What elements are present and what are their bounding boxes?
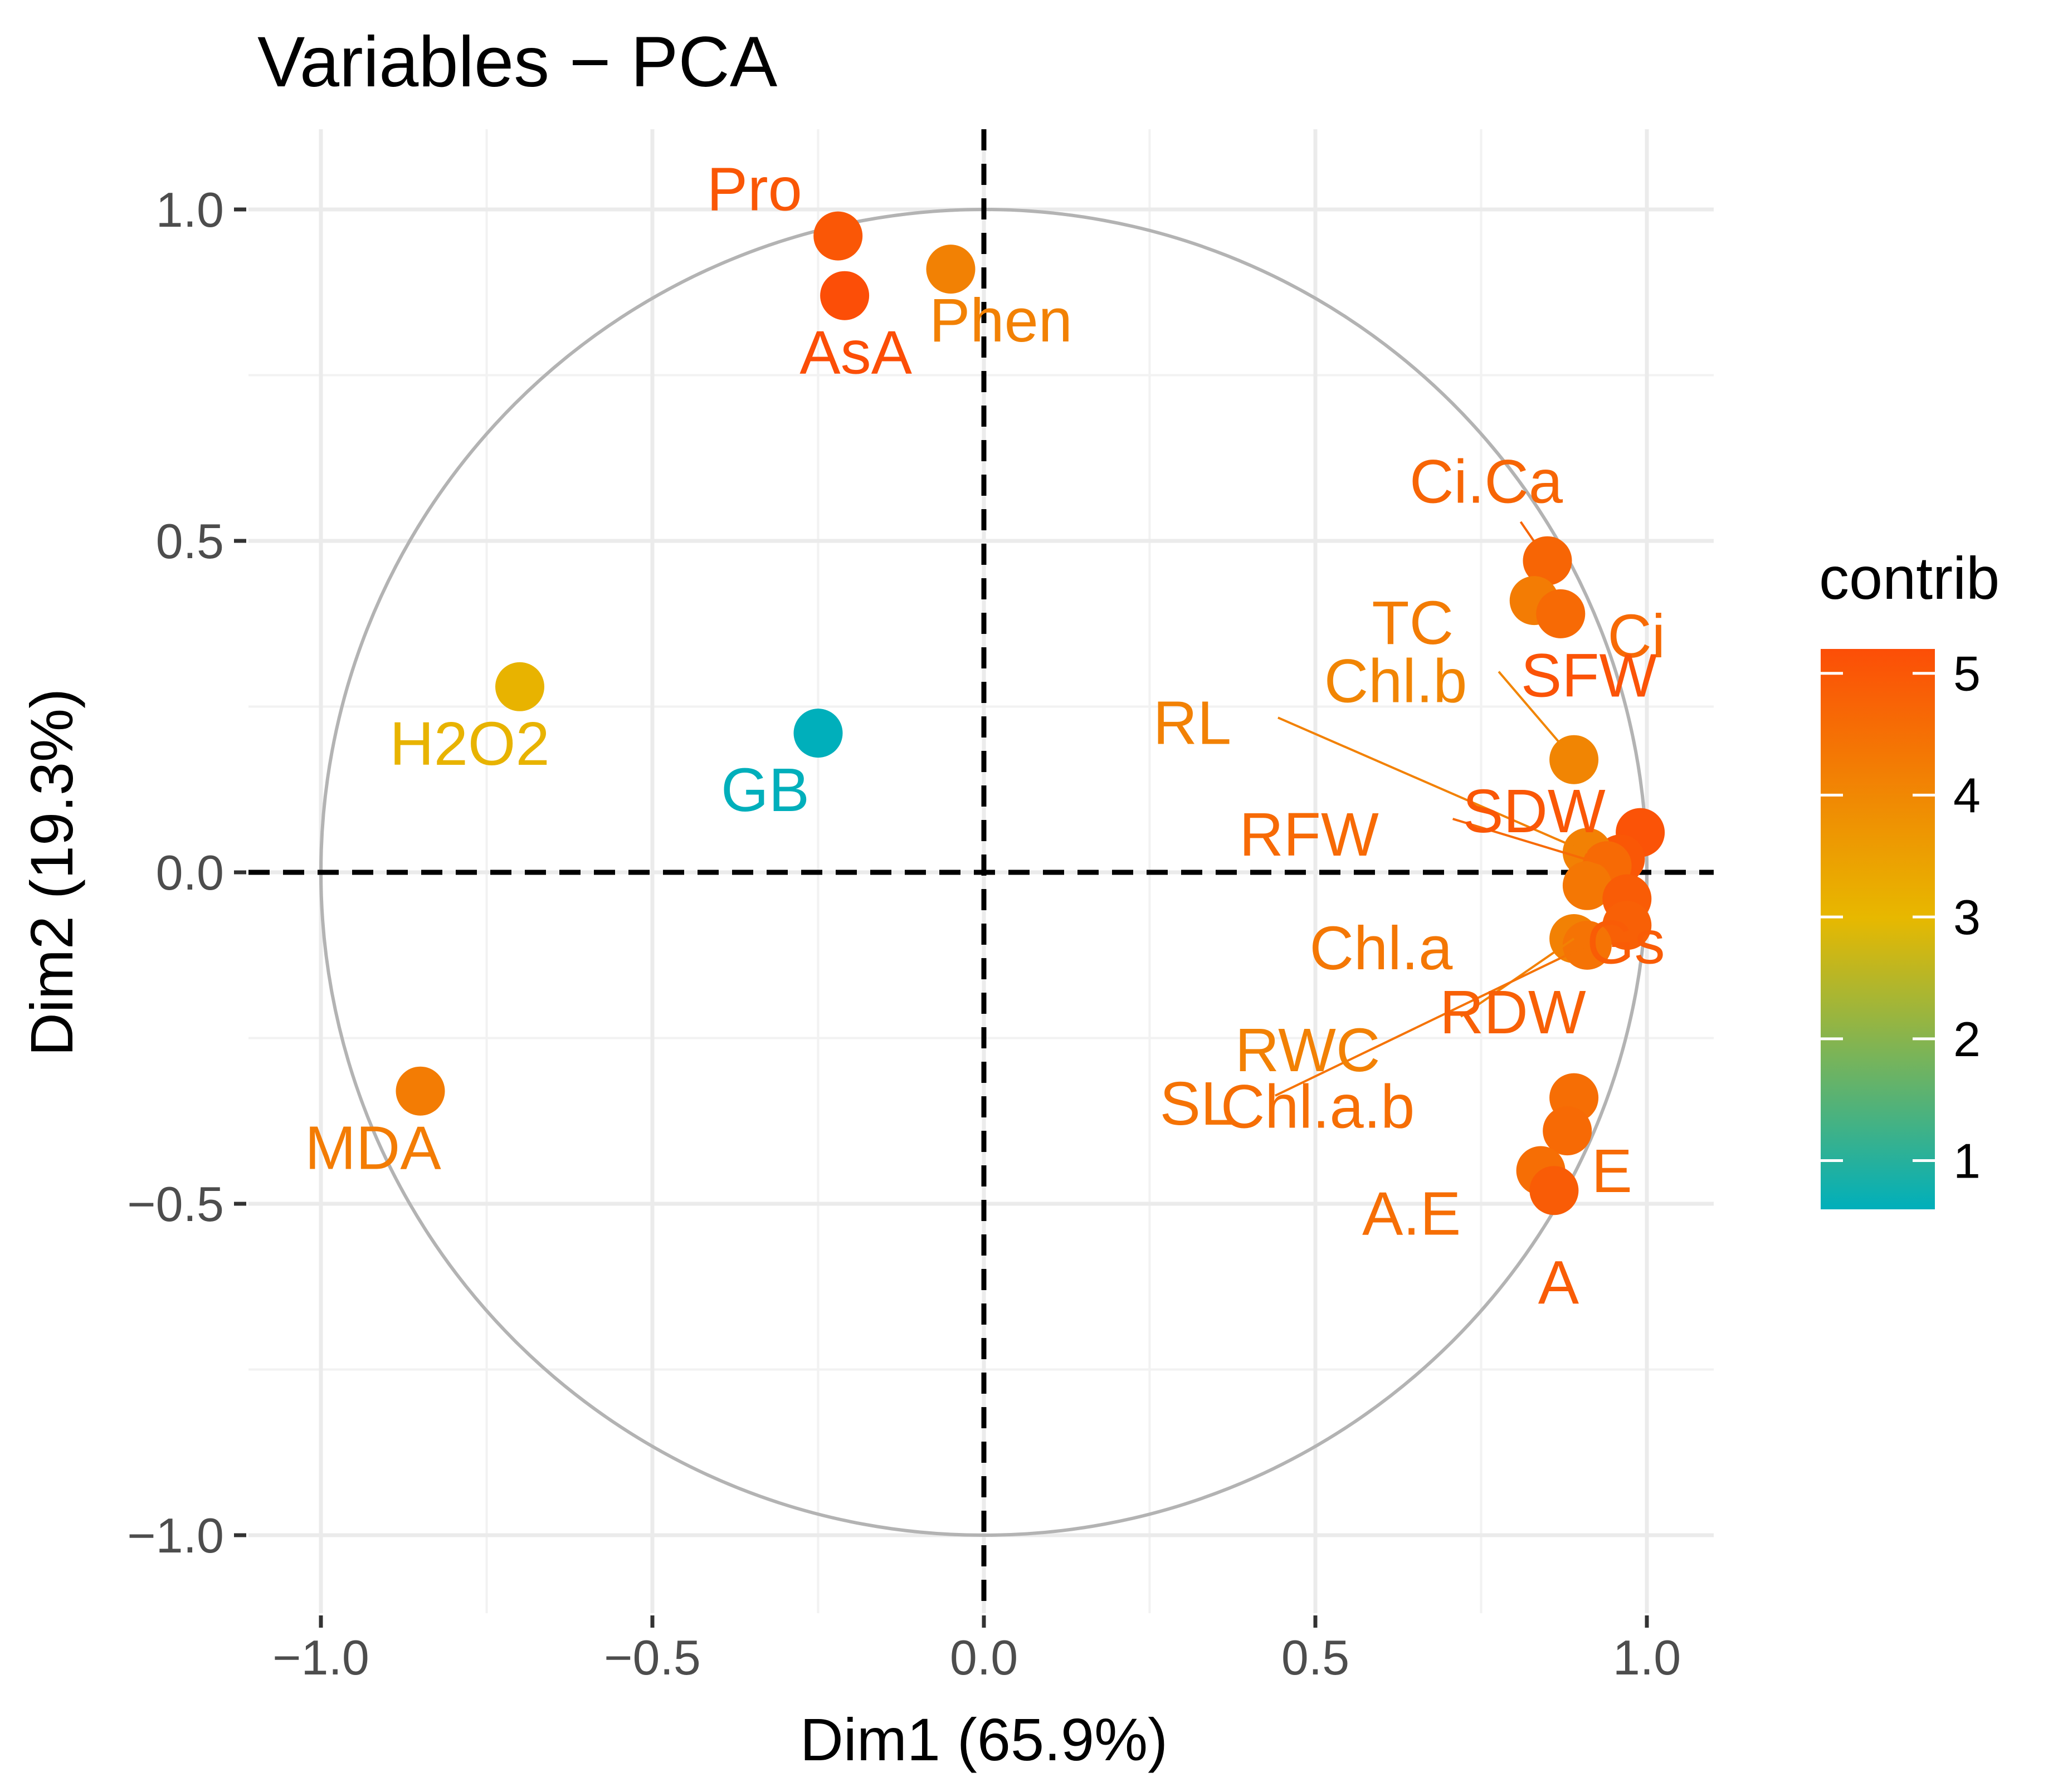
point-phen [926,245,976,294]
label-leader [1277,716,1588,854]
point-mda [396,1066,445,1116]
point-label: SFW [1521,642,1657,710]
point-label: Ci [1607,602,1665,671]
x-tick-label: −0.5 [604,1630,701,1685]
legend-tick-label: 1 [1953,1134,1981,1189]
point-gb [793,709,843,758]
point-label: RFW [1239,800,1379,869]
contrib-legend: contrib 1 2 3 4 5 [1819,544,2000,1209]
label-leader [1452,818,1608,867]
x-tick-label: 1.0 [1613,1630,1681,1685]
point-e [1543,1106,1592,1156]
label-leader [1275,944,1588,1097]
point-pro [813,211,863,261]
x-tick-label: 0.5 [1281,1630,1349,1685]
legend-tick-label: 5 [1953,646,1981,701]
point-label: Chl.a [1310,914,1454,983]
label-leader [1498,671,1575,760]
point-label: SDW [1462,777,1606,846]
y-tick-label: 0.5 [156,514,224,569]
point-label: E [1592,1137,1632,1205]
point-label: RL [1153,689,1232,757]
point-label: TC [1372,589,1454,657]
point-h2o2 [495,662,544,711]
point-label: A.E [1362,1180,1461,1248]
point-label: MDA [305,1114,441,1183]
legend-title: contrib [1819,544,2000,612]
plot-panel: −1.0 −0.5 0.0 0.5 1.0 −1.0 −0.5 0.0 0.5 1.0 Pro AsA… [127,129,1714,1685]
y-tick-label: 1.0 [156,182,224,237]
point-chl-a [1562,861,1612,910]
point-label: Chl.a.b [1221,1073,1415,1141]
y-tick-label: −0.5 [127,1176,224,1232]
point-label: Pro [707,155,802,224]
point-ci [1536,589,1586,638]
point-label: Phen [929,286,1072,355]
point-label: AsA [799,319,912,387]
legend-colorbar [1821,649,1935,1209]
point-label: A [1538,1248,1579,1317]
point-rdw [1602,901,1652,950]
point-label: Gs [1587,909,1665,977]
point-labels-layer: Pro AsA Phen H2O2 GB MDA Ci.Ca TC Ci Chl.b SFW SDW R… [305,155,1665,1317]
points-layer [396,211,1665,1215]
point-label: Chl.b [1324,647,1467,716]
point-label: H2O2 [389,710,549,778]
point-label: RDW [1440,978,1586,1047]
legend-tick-label: 4 [1953,768,1981,823]
point-label: GB [721,756,810,824]
label-leader [1519,521,1549,561]
label-leaders-layer [1275,521,1608,1097]
point-label: SL [1160,1070,1235,1138]
y-tick-label: 0.0 [156,845,224,900]
legend-tick-label: 2 [1953,1012,1981,1067]
x-tick-label: −1.0 [272,1630,369,1685]
point-asa [820,271,870,320]
point-label: RWC [1235,1016,1381,1085]
legend-tick-label: 3 [1953,890,1981,945]
label-leader [1460,937,1575,1018]
point-label: Ci.Ca [1410,448,1563,516]
chart-title: Variables − PCA [257,22,778,102]
point-a [1529,1166,1579,1215]
y-tick-label: −1.0 [127,1508,224,1563]
y-axis-title: Dim2 (19.3%) [18,689,85,1056]
x-tick-label: 0.0 [950,1630,1018,1685]
x-axis-title: Dim1 (65.9%) [800,1706,1168,1773]
